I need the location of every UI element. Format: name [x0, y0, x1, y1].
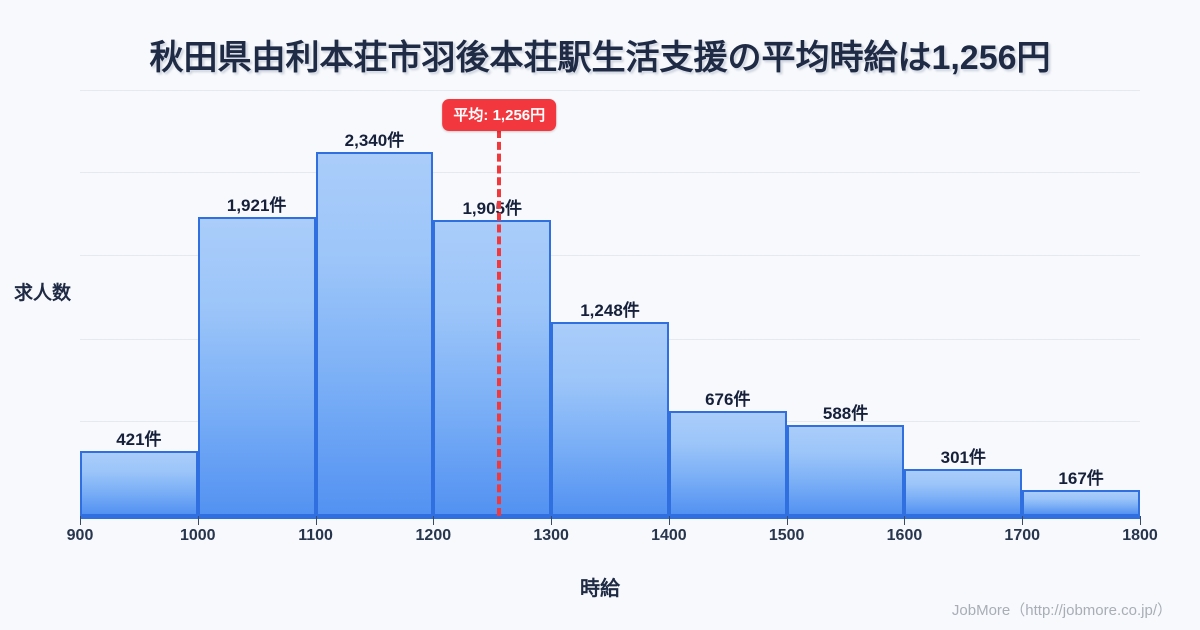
histogram-bar[interactable] [315, 152, 434, 516]
watermark: JobMore（http://jobmore.co.jp/） [951, 602, 1172, 619]
x-tick-label: 1100 [298, 527, 333, 544]
bar-value-label: 1,248件 [580, 300, 640, 320]
histogram-bar[interactable] [551, 321, 669, 516]
x-tick-label: 1000 [179, 527, 216, 544]
bar-value-label: 1,905件 [462, 198, 522, 218]
histogram-bar[interactable] [904, 469, 1023, 516]
bar-value-label: 2,340件 [344, 131, 405, 151]
histogram-bar[interactable] [786, 424, 905, 516]
x-tick-label: 1800 [1122, 527, 1158, 544]
x-tick-label: 1600 [886, 527, 923, 544]
y-axis-label: 求人数 [14, 283, 72, 304]
x-axis-line [80, 516, 1140, 519]
bar-value-label: 167件 [1058, 469, 1104, 489]
mean-dashed-line [497, 130, 502, 516]
x-tick-label: 1500 [768, 527, 805, 544]
x-tick-mark [315, 516, 317, 525]
histogram-bar[interactable] [197, 217, 316, 516]
histogram-bar[interactable] [668, 410, 787, 516]
gridline [80, 172, 1140, 174]
x-tick-mark [1022, 516, 1024, 525]
bar-value-label: 676件 [705, 389, 751, 409]
bar-value-label: 301件 [940, 448, 987, 468]
x-axis-label: 時給 [580, 578, 620, 600]
gridline [80, 254, 1140, 256]
x-tick-mark [786, 516, 788, 525]
x-tick-mark [80, 516, 81, 525]
x-tick-mark [668, 516, 670, 525]
x-tick-label: 1300 [533, 527, 569, 544]
bar-value-label: 421件 [116, 429, 162, 449]
histogram-bar[interactable] [1022, 490, 1140, 516]
bar-value-label: 588件 [822, 403, 869, 423]
bar-value-label: 1,921件 [226, 196, 287, 216]
histogram-bar[interactable] [80, 450, 198, 516]
gridline [80, 90, 1140, 91]
x-tick-label: 1200 [415, 527, 452, 544]
x-tick-label: 1400 [651, 527, 687, 544]
x-tick-mark [551, 516, 553, 525]
x-tick-mark [1140, 516, 1141, 525]
x-tick-label: 1700 [1004, 527, 1041, 544]
histogram-bar[interactable] [433, 219, 552, 516]
x-tick-mark [433, 516, 435, 525]
x-tick-label: 900 [66, 527, 94, 544]
page-title: 秋田県由利本荘市羽後本荘駅生活支援の平均時給は1,256円 [149, 39, 1051, 77]
x-tick-mark [197, 516, 199, 525]
x-tick-mark [904, 516, 906, 525]
mean-badge[interactable]: 平均: 1,256円 [442, 99, 557, 131]
